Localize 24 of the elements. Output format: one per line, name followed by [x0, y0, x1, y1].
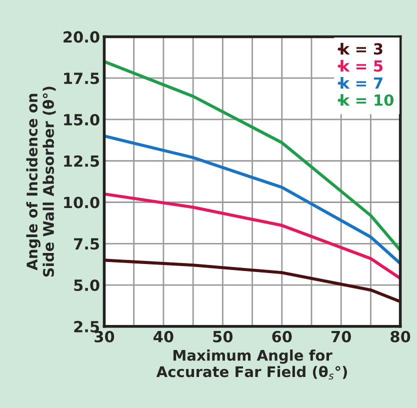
y-tick-label: 15.0	[64, 114, 100, 126]
y-tick-label: 17.5	[64, 72, 100, 84]
legend-label: k = 5	[340, 60, 383, 72]
y-tick-label: 5.0	[74, 279, 100, 292]
x-tick-label: 60	[272, 330, 292, 342]
y-axis-title: Angle of Incidence on Side Wall Absorber (θ°)	[26, 86, 56, 277]
x-tick-label: 50	[213, 330, 233, 342]
line-series	[104, 258, 400, 304]
y-tick-label: 10.0	[64, 196, 100, 208]
y-tick-label: 7.5	[74, 238, 100, 250]
x-axis-title: Maximum Angle for Accurate Far Field (θ$_{s}$°)	[156, 350, 347, 380]
x-tick-label: 40	[154, 330, 174, 342]
line-series	[104, 134, 400, 266]
y-tick-label: 2.5	[74, 320, 100, 332]
x-tick-label: 30	[94, 330, 114, 342]
legend-label: k = 3	[340, 42, 382, 55]
line-series	[104, 60, 400, 252]
y-tick-label: 12.5	[64, 155, 100, 167]
x-tick-label: 80	[390, 330, 410, 342]
y-tick-label: 20.0	[64, 31, 100, 43]
line-series	[104, 192, 400, 280]
x-tick-label: 70	[332, 330, 352, 342]
legend-label: k = 7	[340, 76, 382, 89]
legend-label: k = 10	[340, 94, 394, 106]
